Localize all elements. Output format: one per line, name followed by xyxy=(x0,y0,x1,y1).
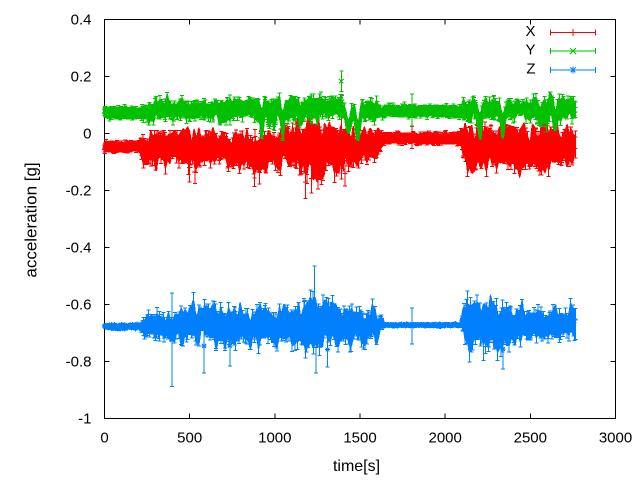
svg-text:acceleration [g]: acceleration [g] xyxy=(22,162,41,277)
svg-text:0.2: 0.2 xyxy=(71,69,92,86)
svg-text:Y: Y xyxy=(525,42,535,59)
svg-text:-1: -1 xyxy=(78,411,91,428)
svg-text:0: 0 xyxy=(100,430,108,447)
svg-text:0.4: 0.4 xyxy=(71,12,92,29)
svg-text:-0.4: -0.4 xyxy=(66,240,92,257)
svg-text:2000: 2000 xyxy=(429,430,462,447)
svg-text:0: 0 xyxy=(83,126,91,143)
svg-text:1500: 1500 xyxy=(343,430,376,447)
svg-text:time[s]: time[s] xyxy=(333,458,380,475)
svg-text:500: 500 xyxy=(177,430,202,447)
svg-text:Z: Z xyxy=(526,60,535,77)
svg-text:-0.6: -0.6 xyxy=(66,297,92,314)
svg-text:3000: 3000 xyxy=(599,430,632,447)
svg-text:1000: 1000 xyxy=(258,430,291,447)
svg-text:2500: 2500 xyxy=(514,430,547,447)
svg-text:X: X xyxy=(525,23,535,40)
svg-text:-0.2: -0.2 xyxy=(66,183,92,200)
svg-text:-0.8: -0.8 xyxy=(66,354,92,371)
